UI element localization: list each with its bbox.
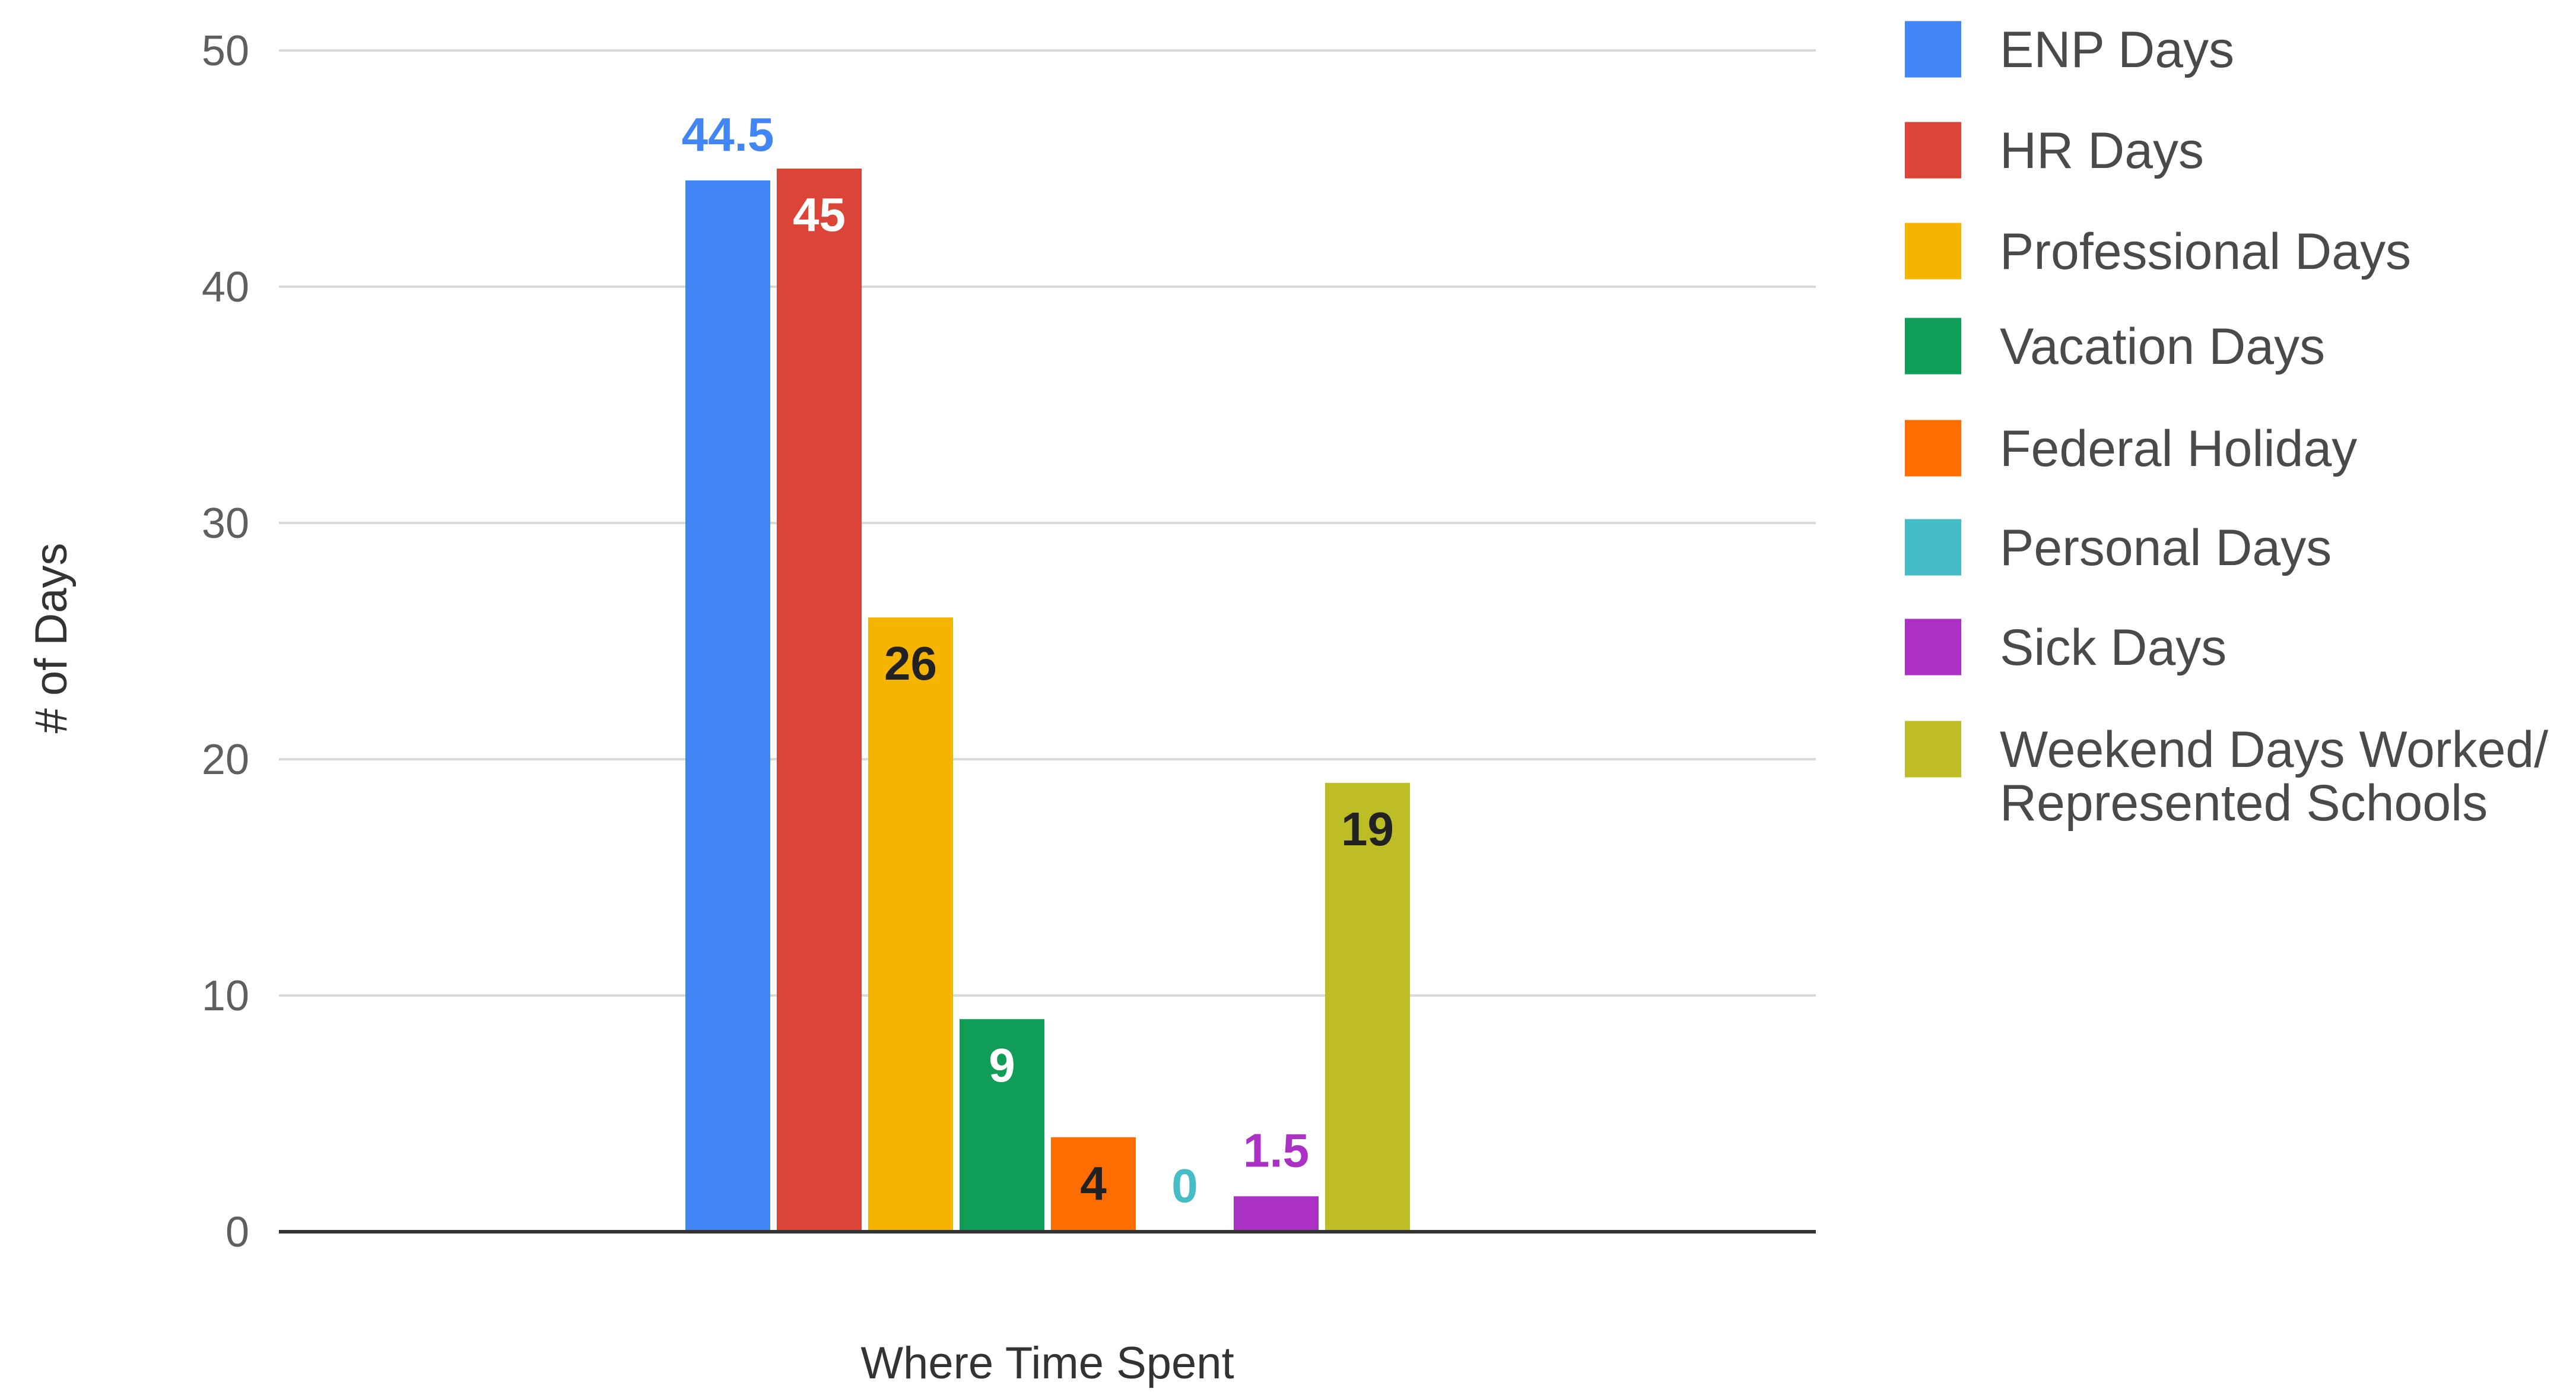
y-tick-label: 10: [202, 972, 249, 1020]
y-tick-label: 30: [202, 500, 249, 547]
legend-swatch: [1905, 721, 1961, 778]
legend-swatch: [1905, 21, 1961, 78]
legend-swatch: [1905, 519, 1961, 576]
data-label: 45: [793, 188, 846, 241]
y-axis-title: # of Days: [26, 543, 77, 733]
data-label: 1.5: [1243, 1124, 1309, 1177]
bar: [960, 1019, 1044, 1232]
data-label: 26: [884, 637, 937, 690]
legend-swatch: [1905, 223, 1961, 280]
legend-label: Vacation Days: [2000, 318, 2325, 375]
data-label: 4: [1080, 1157, 1107, 1210]
bars: [685, 169, 1410, 1232]
bar: [1234, 1196, 1319, 1232]
legend-label: Federal Holiday: [2000, 420, 2357, 477]
y-tick-label: 0: [225, 1209, 249, 1256]
y-axis-ticks: 0 10 20 30 40 50: [202, 27, 249, 1256]
legend-label: Sick Days: [2000, 619, 2226, 676]
legend-label: HR Days: [2000, 122, 2204, 179]
y-tick-label: 40: [202, 264, 249, 311]
data-labels: 44.5 45 26 9 4 0 1.5 19: [682, 108, 1394, 1212]
gridlines: [279, 49, 1816, 997]
data-label: 0: [1171, 1159, 1198, 1212]
legend-label: ENP Days: [2000, 21, 2234, 78]
legend-label: Professional Days: [2000, 223, 2411, 280]
bar: [1325, 782, 1410, 1232]
bar: [1051, 1137, 1136, 1232]
legend-label: Personal Days: [2000, 519, 2332, 576]
data-label: 9: [989, 1039, 1015, 1092]
x-axis-title: Where Time Spent: [860, 1338, 1234, 1388]
legend-label: Weekend Days Worked/: [2000, 721, 2548, 778]
legend-swatch: [1905, 318, 1961, 375]
data-label: 44.5: [682, 108, 774, 161]
bar: [868, 617, 953, 1232]
legend-swatch: [1905, 122, 1961, 179]
legend-swatch: [1905, 420, 1961, 477]
bar: [685, 180, 770, 1232]
legend: ENP Days HR Days Professional Days Vacation…: [1905, 21, 2548, 832]
legend-label: Represented Schools: [2000, 775, 2488, 832]
data-label: 19: [1341, 803, 1394, 855]
y-tick-label: 50: [202, 27, 249, 75]
y-tick-label: 20: [202, 736, 249, 784]
bar: [777, 169, 862, 1232]
legend-swatch: [1905, 619, 1961, 676]
